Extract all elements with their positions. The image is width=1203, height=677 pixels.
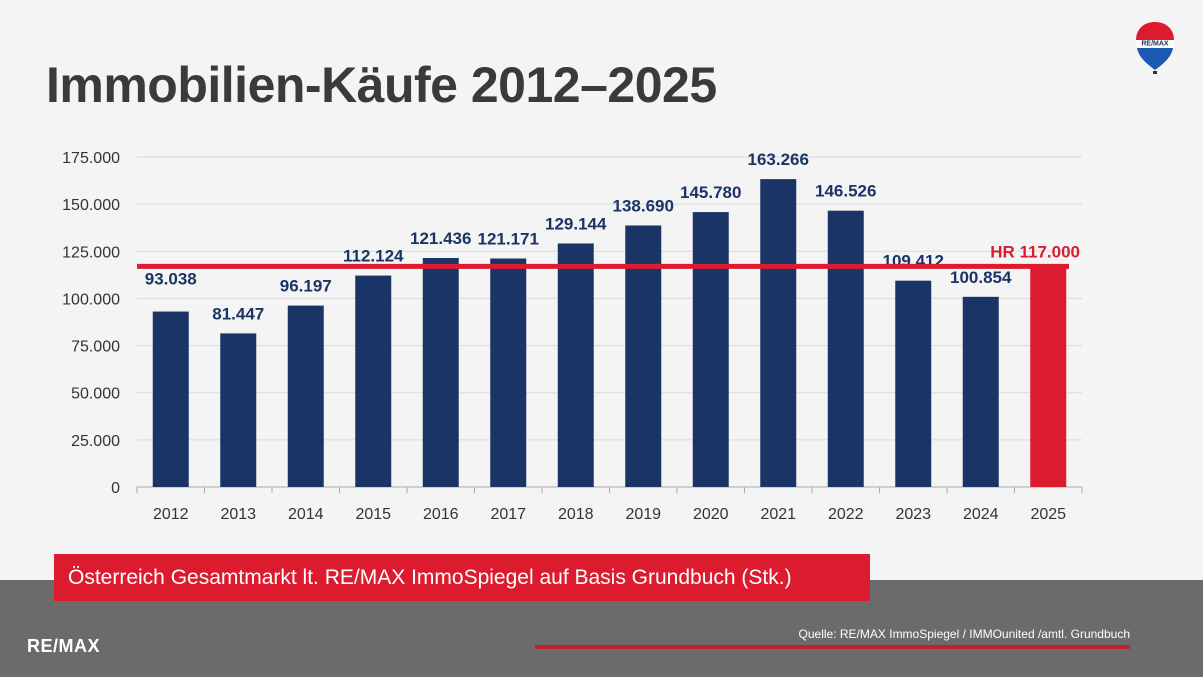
y-tick-label: 125.000 <box>62 244 120 261</box>
x-tick-label: 2012 <box>153 506 189 523</box>
data-label: 129.144 <box>545 214 607 233</box>
source-underline <box>535 645 1130 649</box>
data-label: 93.038 <box>145 270 197 289</box>
bar-highlight <box>1030 266 1067 487</box>
x-tick-label: 2016 <box>423 506 459 523</box>
data-label: 138.690 <box>613 196 674 215</box>
y-tick-label: 150.000 <box>62 197 120 214</box>
bar <box>557 243 594 487</box>
x-tick-label: 2025 <box>1030 506 1066 523</box>
y-tick-label: 50.000 <box>71 386 120 403</box>
x-tick-label: 2015 <box>355 506 391 523</box>
data-label: 146.526 <box>815 182 876 201</box>
data-label: 81.447 <box>212 304 264 323</box>
x-tick-label: 2022 <box>828 506 864 523</box>
bar <box>287 305 324 487</box>
bar-chart: 0 25.000 50.000 75.000 100.000 125.000 150.000… <box>62 150 1083 523</box>
y-tick-label: 25.000 <box>71 433 120 450</box>
data-label: 121.436 <box>410 229 471 248</box>
bar <box>962 296 999 487</box>
data-label: 145.780 <box>680 183 741 202</box>
x-tick-label: 2020 <box>693 506 729 523</box>
bar <box>692 212 729 487</box>
page-title: Immobilien-Käufe 2012–2025 <box>46 57 717 113</box>
data-label: 121.171 <box>478 230 539 249</box>
bar <box>422 258 459 487</box>
x-tick-label: 2018 <box>558 506 594 523</box>
x-tick-label: 2017 <box>490 506 526 523</box>
bar <box>827 210 864 487</box>
data-label: 96.197 <box>280 277 332 296</box>
remax-balloon-logo: RE/MAX <box>1136 22 1174 74</box>
x-tick-label: 2024 <box>963 506 999 523</box>
x-tick-label: 2014 <box>288 506 324 523</box>
svg-text:RE/MAX: RE/MAX <box>1141 41 1169 48</box>
bar <box>152 311 189 487</box>
data-label: 100.854 <box>950 268 1012 287</box>
reference-line <box>137 263 1069 269</box>
x-tick-label: 2023 <box>895 506 931 523</box>
bar <box>895 280 932 487</box>
bar <box>355 275 392 487</box>
bar <box>220 333 257 487</box>
chart-subtitle: Österreich Gesamtmarkt lt. RE/MAX ImmoSp… <box>54 554 870 601</box>
bar <box>490 258 527 487</box>
reference-line-label: HR 117.000 <box>990 242 1080 261</box>
x-tick-label: 2013 <box>220 506 256 523</box>
x-tick-label: 2021 <box>760 506 796 523</box>
x-tick-label: 2019 <box>625 506 661 523</box>
bar <box>625 225 662 488</box>
bar <box>760 179 797 488</box>
y-tick-label: 75.000 <box>71 339 120 356</box>
source-note: Quelle: RE/MAX ImmoSpiegel / IMMOunited … <box>798 627 1130 641</box>
data-label: 112.124 <box>343 247 404 266</box>
y-tick-label: 175.000 <box>62 150 120 167</box>
y-tick-label: 100.000 <box>62 291 120 308</box>
data-label: 163.266 <box>748 150 809 169</box>
y-tick-label: 0 <box>111 480 120 497</box>
footer-brand: RE/MAX <box>27 636 101 656</box>
